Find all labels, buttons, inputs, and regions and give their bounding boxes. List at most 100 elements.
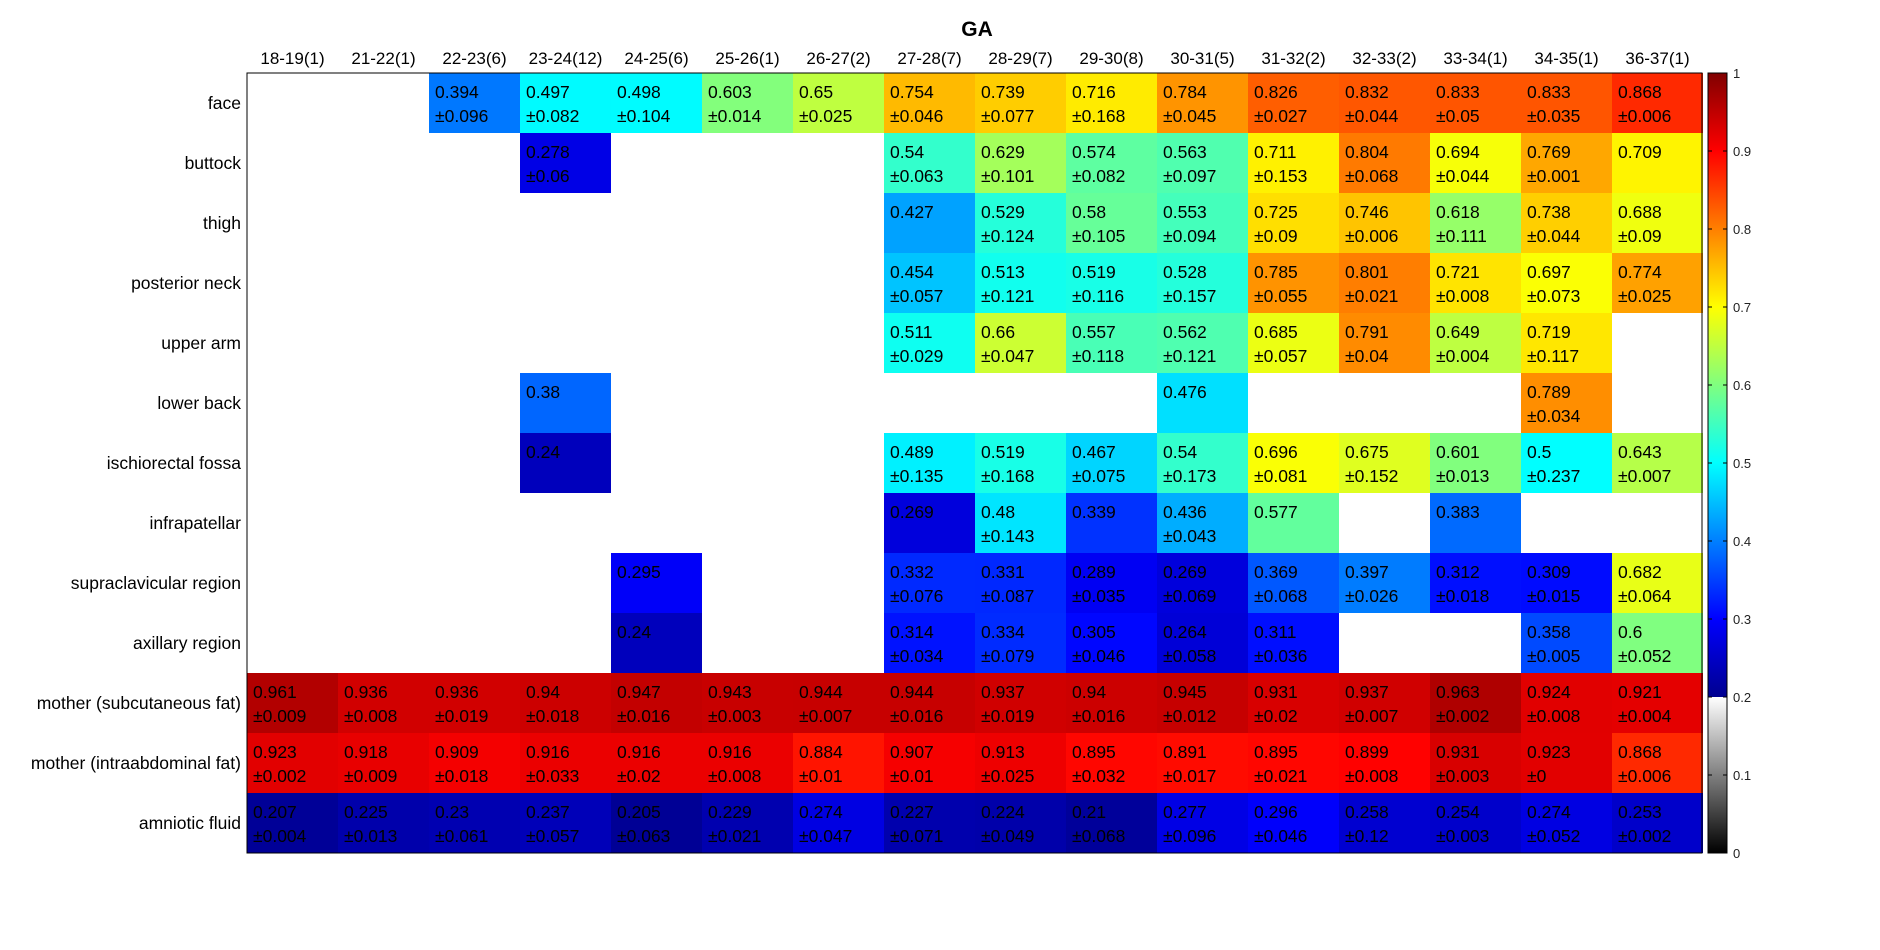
- cell-std: ±0.057: [526, 826, 579, 846]
- colorbar-tick-label: 1: [1733, 66, 1740, 81]
- heatmap-cell: [793, 733, 884, 793]
- heatmap-cell: [884, 433, 975, 493]
- heatmap-cell: [1430, 553, 1521, 613]
- cell-std: ±0.061: [435, 826, 488, 846]
- cell-value: 0.394: [435, 82, 479, 102]
- heatmap-cell: [1066, 73, 1157, 133]
- heatmap-cell: [520, 673, 611, 733]
- heatmap-cell: [1430, 133, 1521, 193]
- cell-std: ±0.118: [1072, 346, 1124, 366]
- heatmap-cell: [1157, 733, 1248, 793]
- heatmap-cell: [1430, 193, 1521, 253]
- row-label: axillary region: [133, 633, 241, 653]
- cell-std: ±0.143: [981, 526, 1034, 546]
- cell-std: ±0.008: [708, 766, 761, 786]
- cell-value: 0.936: [435, 682, 479, 702]
- cell-std: ±0.068: [1072, 826, 1125, 846]
- cell-std: ±0.068: [1345, 166, 1398, 186]
- heatmap-cell: [1066, 553, 1157, 613]
- cell-value: 0.719: [1527, 322, 1571, 342]
- cell-value: 0.269: [890, 502, 934, 522]
- heatmap-cell: [1521, 253, 1612, 313]
- cell-value: 0.709: [1618, 142, 1662, 162]
- heatmap-cell: [1248, 493, 1339, 553]
- cell-value: 0.688: [1618, 202, 1662, 222]
- heatmap-cell: [1248, 73, 1339, 133]
- cell-std: ±0.153: [1254, 166, 1307, 186]
- cell-std: ±0.003: [1436, 826, 1489, 846]
- cell-value: 0.48: [981, 502, 1015, 522]
- heatmap-cell: [1157, 133, 1248, 193]
- heatmap-cell: [1248, 613, 1339, 673]
- cell-value: 0.696: [1254, 442, 1298, 462]
- cell-std: ±0.02: [1254, 706, 1298, 726]
- heatmap-cell: [793, 673, 884, 733]
- heatmap-cell: [975, 793, 1066, 853]
- cell-value: 0.224: [981, 802, 1025, 822]
- cell-std: ±0.006: [1345, 226, 1398, 246]
- cell-std: ±0.02: [617, 766, 661, 786]
- cell-std: ±0.057: [890, 286, 943, 306]
- heatmap-cell: [1521, 673, 1612, 733]
- heatmap-cell: [884, 733, 975, 793]
- cell-std: ±0.082: [1072, 166, 1125, 186]
- heatmap-cell: [1248, 673, 1339, 733]
- row-label: buttock: [185, 153, 242, 173]
- heatmap-cell: [1066, 493, 1157, 553]
- cell-std: ±0.021: [708, 826, 761, 846]
- column-label: 26-27(2): [806, 49, 870, 68]
- heatmap-cell: [1521, 433, 1612, 493]
- heatmap-cell: [702, 793, 793, 853]
- heatmap-cell: [1157, 613, 1248, 673]
- cell-std: ±0.018: [435, 766, 488, 786]
- row-label: mother (intraabdominal fat): [31, 753, 241, 773]
- cell-value: 0.562: [1163, 322, 1207, 342]
- heatmap-cell: [975, 673, 1066, 733]
- column-label: 29-30(8): [1079, 49, 1143, 68]
- cell-value: 0.65: [799, 82, 833, 102]
- cell-value: 0.225: [344, 802, 388, 822]
- cell-std: ±0.001: [1527, 166, 1580, 186]
- heatmap-cell: [1066, 193, 1157, 253]
- heatmap-cell: [975, 313, 1066, 373]
- heatmap-cell: [975, 73, 1066, 133]
- heatmap-cell: [1066, 673, 1157, 733]
- cell-std: ±0.007: [1618, 466, 1671, 486]
- heatmap-cell: [975, 433, 1066, 493]
- cell-value: 0.909: [435, 742, 479, 762]
- heatmap-cells: 0.394 ±0.096 0.497 ±0.082 0.498 ±0.104 0.603 ±0…: [247, 73, 1703, 853]
- heatmap-cell: [1430, 673, 1521, 733]
- heatmap-cell: [1612, 193, 1703, 253]
- colorbar-tick-label: 0.2: [1733, 690, 1751, 705]
- heatmap-cell: [1521, 133, 1612, 193]
- cell-std: ±0.06: [526, 166, 570, 186]
- row-label: thigh: [203, 213, 241, 233]
- cell-std: ±0.094: [1163, 226, 1217, 246]
- column-label: 36-37(1): [1625, 49, 1689, 68]
- cell-value: 0.891: [1163, 742, 1207, 762]
- row-label: upper arm: [161, 333, 241, 353]
- cell-value: 0.738: [1527, 202, 1571, 222]
- cell-std: ±0.121: [1163, 346, 1216, 366]
- heatmap-cell: [793, 793, 884, 853]
- cell-value: 0.746: [1345, 202, 1389, 222]
- cell-value: 0.947: [617, 682, 661, 702]
- cell-value: 0.801: [1345, 262, 1389, 282]
- heatmap-cell: [793, 73, 884, 133]
- heatmap-cell: [1339, 253, 1430, 313]
- heatmap-cell: [1430, 733, 1521, 793]
- cell-std: ±0.168: [981, 466, 1034, 486]
- heatmap-cell: [702, 673, 793, 733]
- row-label: mother (subcutaneous fat): [37, 693, 241, 713]
- cell-std: ±0.124: [981, 226, 1035, 246]
- cell-std: ±0.116: [1072, 286, 1124, 306]
- cell-std: ±0.046: [890, 106, 943, 126]
- heatmap-cell: [1521, 733, 1612, 793]
- cell-std: ±0.009: [344, 766, 397, 786]
- cell-value: 0.519: [1072, 262, 1116, 282]
- heatmap-cell: [884, 73, 975, 133]
- heatmap-cell: [1157, 553, 1248, 613]
- heatmap-cell: [1612, 613, 1703, 673]
- cell-value: 0.339: [1072, 502, 1116, 522]
- heatmap-cell: [702, 733, 793, 793]
